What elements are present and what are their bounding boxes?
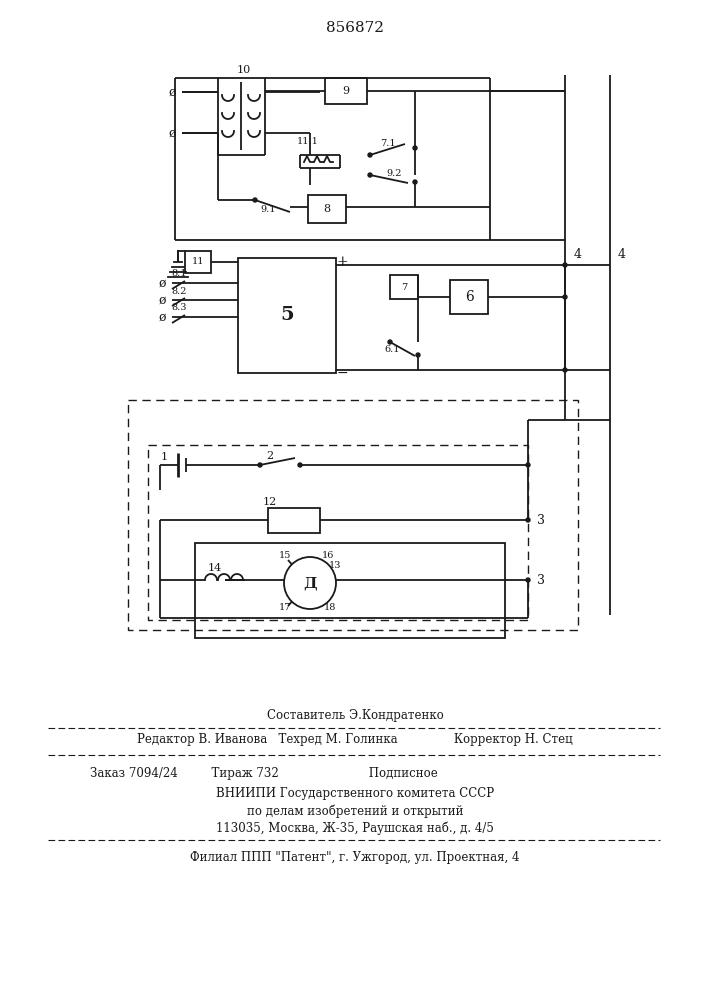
Text: Составитель Э.Кондратенко: Составитель Э.Кондратенко: [267, 708, 443, 722]
Circle shape: [416, 353, 420, 357]
Text: 1: 1: [161, 452, 168, 462]
Circle shape: [526, 463, 530, 467]
Text: ø: ø: [168, 126, 176, 139]
Text: 6.1: 6.1: [384, 344, 399, 354]
Text: ø: ø: [158, 276, 165, 290]
Text: 11: 11: [192, 257, 204, 266]
Text: 7: 7: [401, 282, 407, 292]
Text: Редактор В. Иванова   Техред М. Голинка               Корректор Н. Стец: Редактор В. Иванова Техред М. Голинка Ко…: [137, 734, 573, 746]
Text: 11.1: 11.1: [297, 137, 319, 146]
Bar: [238, 258, 336, 373]
Circle shape: [298, 463, 302, 467]
Bar: [325, 78, 367, 104]
Text: 17: 17: [279, 603, 291, 612]
Text: ø: ø: [158, 294, 165, 306]
Text: ВНИИПИ Государственного комитета СССР: ВНИИПИ Государственного комитета СССР: [216, 786, 494, 800]
Bar: [185, 251, 211, 273]
Text: 8.3: 8.3: [171, 304, 187, 312]
Bar: [148, 445, 528, 620]
Circle shape: [563, 263, 567, 267]
Text: ø: ø: [168, 86, 176, 99]
Text: 9: 9: [342, 86, 349, 96]
Text: 4: 4: [618, 248, 626, 261]
Circle shape: [368, 153, 372, 157]
Text: 8: 8: [323, 204, 331, 214]
Circle shape: [413, 146, 417, 150]
Text: Заказ 7094/24         Тираж 732                        Подписное: Заказ 7094/24 Тираж 732 Подписное: [90, 766, 438, 780]
Text: 856872: 856872: [326, 21, 384, 35]
Text: 18: 18: [324, 603, 337, 612]
Bar: [308, 195, 346, 223]
Bar: [390, 275, 418, 299]
Text: 13: 13: [329, 560, 341, 570]
Text: −: −: [337, 366, 348, 380]
Circle shape: [563, 368, 567, 372]
Circle shape: [526, 518, 530, 522]
Text: 113035, Москва, Ж-35, Раушская наб., д. 4/5: 113035, Москва, Ж-35, Раушская наб., д. …: [216, 821, 494, 835]
Text: 9.2: 9.2: [386, 169, 402, 178]
Text: 3: 3: [537, 514, 545, 526]
Text: 4: 4: [574, 248, 582, 261]
Text: +: +: [337, 255, 348, 269]
Bar: [268, 508, 320, 533]
Circle shape: [253, 198, 257, 202]
Text: 2: 2: [267, 451, 274, 461]
Bar: [450, 280, 488, 314]
Bar: [195, 543, 505, 638]
Text: 8.2: 8.2: [171, 286, 187, 296]
Circle shape: [526, 578, 530, 582]
Text: 15: 15: [279, 550, 291, 560]
Circle shape: [563, 295, 567, 299]
Bar: [128, 400, 578, 630]
Text: 8.1: 8.1: [171, 269, 187, 278]
Circle shape: [258, 463, 262, 467]
Circle shape: [388, 340, 392, 344]
Text: 7.1: 7.1: [380, 138, 396, 147]
Text: по делам изобретений и открытий: по делам изобретений и открытий: [247, 804, 463, 818]
Text: 9.1: 9.1: [260, 206, 276, 215]
Circle shape: [368, 173, 372, 177]
Text: ø: ø: [158, 310, 165, 324]
Text: 16: 16: [322, 550, 334, 560]
Circle shape: [284, 557, 336, 609]
Text: 14: 14: [208, 563, 222, 573]
Text: 5: 5: [280, 306, 294, 324]
Text: Филиал ППП "Патент", г. Ужгород, ул. Проектная, 4: Филиал ППП "Патент", г. Ужгород, ул. Про…: [190, 850, 520, 863]
Text: 6: 6: [464, 290, 474, 304]
Circle shape: [413, 180, 417, 184]
Text: 3: 3: [537, 574, 545, 586]
Text: 10: 10: [237, 65, 251, 75]
Text: 12: 12: [263, 497, 277, 507]
Text: Д: Д: [303, 576, 317, 590]
